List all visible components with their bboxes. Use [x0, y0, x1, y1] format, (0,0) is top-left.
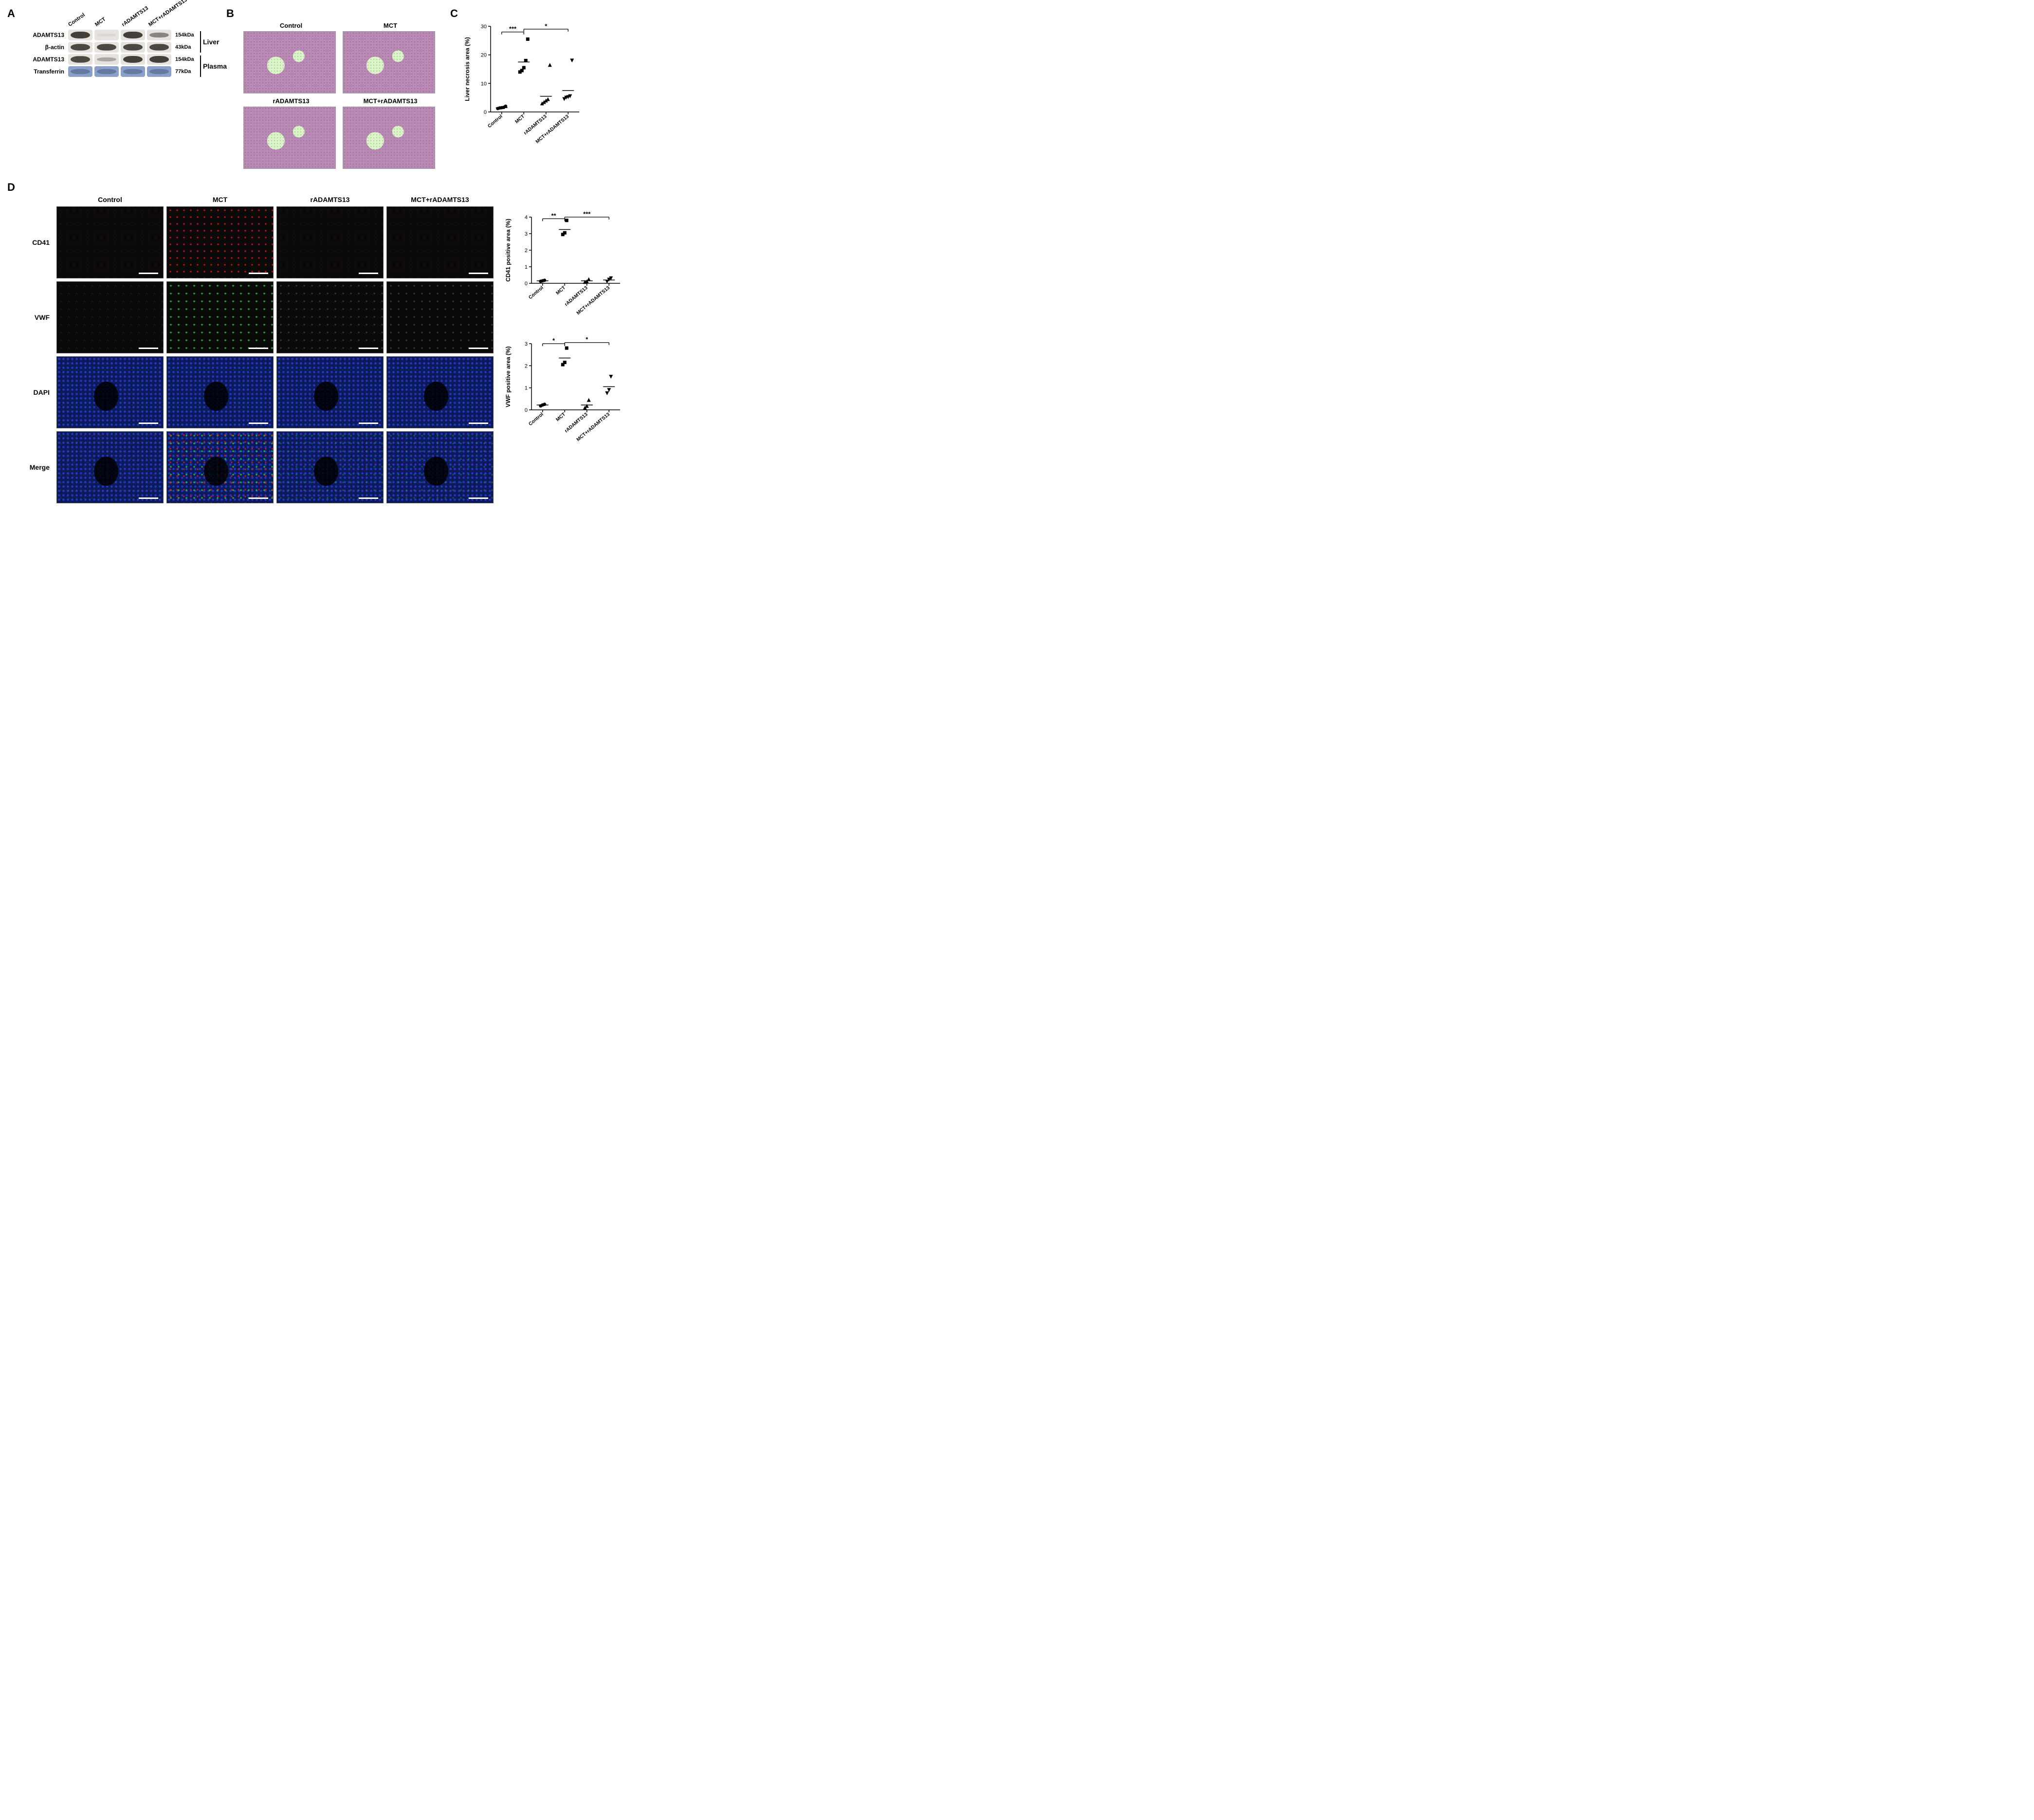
svg-text:20: 20 — [481, 53, 487, 58]
if-image — [276, 356, 384, 428]
if-row-label: DAPI — [24, 356, 54, 428]
panel-c: C 0 10 20 30 Liver necrosis area (%) Control M… — [453, 10, 574, 158]
histo-title: rADAMTS13 — [243, 97, 339, 105]
svg-text:CD41 positive area (%): CD41 positive area (%) — [505, 219, 512, 281]
immunofluorescence-grid: ControlMCTrADAMTS13MCT+rADAMTS13 CD41VWFD… — [24, 196, 494, 503]
if-col-head: MCT — [166, 196, 274, 203]
if-image — [386, 356, 494, 428]
if-image — [56, 281, 164, 353]
wb-row: ADAMTS13154kDa — [24, 54, 198, 65]
svg-text:VWF positive area (%): VWF positive area (%) — [505, 346, 512, 407]
svg-text:30: 30 — [481, 24, 487, 30]
if-image — [276, 206, 384, 278]
histo-title: MCT+rADAMTS13 — [343, 97, 438, 105]
svg-text:***: *** — [583, 210, 591, 218]
figure: A Control MCT rADAMTS13 MCT+rADAMTS13 AD… — [10, 10, 672, 503]
svg-text:10: 10 — [481, 81, 487, 87]
wb-row: β-actin43kDa — [24, 42, 198, 53]
svg-text:*: * — [586, 337, 588, 343]
if-col-head: Control — [56, 196, 164, 203]
histo-image — [343, 31, 435, 93]
histology-grid: Control MCT rADAMTS13 MCT+rADAMTS13 — [243, 22, 438, 169]
svg-text:Control: Control — [487, 114, 503, 129]
if-image — [386, 431, 494, 503]
histo-title: MCT — [343, 22, 438, 29]
svg-text:3: 3 — [525, 341, 528, 347]
svg-text:0: 0 — [525, 407, 528, 413]
wb-row: Transferrin77kDa — [24, 66, 198, 77]
svg-text:2: 2 — [525, 248, 528, 254]
if-image — [166, 356, 274, 428]
histo-image — [243, 107, 336, 169]
svg-text:1: 1 — [525, 264, 528, 270]
wb-lane-labels: Control MCT rADAMTS13 MCT+rADAMTS13 — [24, 22, 209, 28]
svg-text:MCT: MCT — [555, 285, 567, 296]
if-col-head: rADAMTS13 — [276, 196, 384, 203]
histo-cell: MCT+rADAMTS13 — [343, 97, 438, 169]
svg-text:MCT: MCT — [555, 412, 567, 423]
svg-text:3: 3 — [525, 231, 528, 237]
if-image — [276, 281, 384, 353]
scatter-plot-vwf: 0123VWF positive area (%)ControlMCTrADAM… — [503, 337, 625, 454]
if-image — [386, 206, 494, 278]
scatter-plot-cd41: 01234CD41 positive area (%)ControlMCTrAD… — [503, 210, 625, 327]
if-image — [166, 281, 274, 353]
lane-label: MCT+rADAMTS13 — [147, 8, 173, 28]
panel-a-label: A — [7, 7, 15, 20]
if-image — [276, 431, 384, 503]
svg-text:Liver necrosis area (%): Liver necrosis area (%) — [464, 37, 471, 101]
svg-text:Control: Control — [528, 285, 544, 300]
svg-text:4: 4 — [525, 215, 528, 221]
panel-c-label: C — [450, 7, 458, 20]
if-image — [56, 206, 164, 278]
svg-text:MCT: MCT — [514, 114, 526, 125]
svg-text:Control: Control — [528, 412, 544, 427]
svg-text:0: 0 — [484, 110, 487, 115]
svg-text:0: 0 — [525, 281, 528, 287]
if-row-label: Merge — [24, 431, 54, 503]
lane-label: Control — [67, 8, 92, 28]
svg-text:*: * — [545, 22, 548, 30]
wb-row: ADAMTS13154kDa — [24, 30, 198, 40]
histo-cell: MCT — [343, 22, 438, 93]
panel-d-plots: 01234CD41 positive area (%)ControlMCTrAD… — [503, 196, 625, 503]
panel-d-label: D — [7, 181, 15, 194]
if-image — [166, 206, 274, 278]
histo-image — [343, 107, 435, 169]
if-row-label: VWF — [24, 281, 54, 353]
if-image — [386, 281, 494, 353]
panel-a: A Control MCT rADAMTS13 MCT+rADAMTS13 AD… — [10, 10, 214, 83]
if-image — [166, 431, 274, 503]
lane-label: MCT — [94, 8, 119, 28]
svg-text:1: 1 — [525, 386, 528, 391]
svg-text:*: * — [552, 337, 555, 344]
histo-image — [243, 31, 336, 93]
if-col-head: MCT+rADAMTS13 — [386, 196, 494, 203]
svg-text:**: ** — [551, 212, 556, 219]
scatter-plot-necrosis: 0 10 20 30 Liver necrosis area (%) Control MCT… — [462, 19, 584, 156]
lane-label: rADAMTS13 — [121, 8, 146, 28]
histo-cell: rADAMTS13 — [243, 97, 339, 169]
histo-title: Control — [243, 22, 339, 29]
wb-body: ADAMTS13154kDaβ-actin43kDaLiverADAMTS131… — [24, 30, 209, 78]
histo-cell: Control — [243, 22, 339, 93]
panel-b: B Control MCT rADAMTS13 MCT+rADAMTS13 — [229, 10, 438, 169]
panel-b-label: B — [226, 7, 234, 20]
if-image — [56, 356, 164, 428]
panel-d: D ControlMCTrADAMTS13MCT+rADAMTS13CD41VW… — [10, 184, 672, 503]
if-image — [56, 431, 164, 503]
svg-text:***: *** — [509, 25, 517, 33]
top-row: A Control MCT rADAMTS13 MCT+rADAMTS13 AD… — [10, 10, 672, 169]
svg-text:2: 2 — [525, 363, 528, 369]
if-row-label: CD41 — [24, 206, 54, 278]
